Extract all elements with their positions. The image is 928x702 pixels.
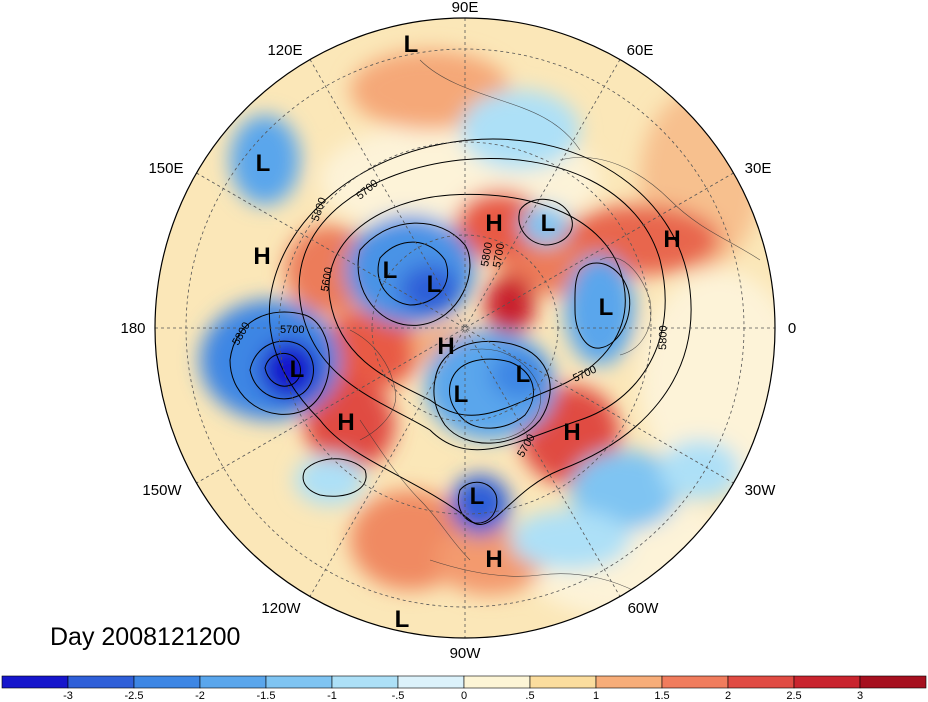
lon-label-0: 0: [788, 320, 796, 337]
height-contours: [229, 138, 692, 526]
high-center: H: [337, 409, 354, 436]
colorbar-tick-label: -1.5: [257, 690, 276, 702]
colorbar-tick-label: -1: [327, 690, 337, 702]
colorbar-tick-label: -2.5: [125, 690, 144, 702]
lon-label-150e: 150E: [148, 160, 183, 177]
low-center: L: [383, 257, 398, 284]
longitude-labels: 90E 60E 30E 0 30W 60W 90W 120W 150W 180 …: [120, 0, 796, 662]
graticule: [155, 18, 775, 638]
lon-label-90w: 90W: [450, 645, 482, 662]
contour-label: 5800: [479, 241, 495, 267]
low-center: L: [541, 210, 556, 237]
low-center: L: [599, 294, 614, 321]
colorbar-swatch: [463, 675, 531, 689]
low-center: L: [256, 150, 271, 177]
colorbar-swatch: [595, 675, 663, 689]
colorbar-tick-label: 0: [461, 690, 467, 702]
colorbar-swatch: [1, 675, 69, 689]
lon-label-60w: 60W: [628, 600, 660, 617]
low-center: L: [404, 31, 419, 58]
colorbar-swatch: [133, 675, 201, 689]
colorbar-tick-label: -3: [63, 690, 73, 702]
low-center: L: [516, 361, 531, 388]
high-center: H: [437, 333, 454, 360]
low-center: L: [427, 271, 442, 298]
contour-label: 5700: [280, 324, 304, 336]
lon-label-150w: 150W: [142, 482, 182, 499]
colorbar-tick-label: -2: [195, 690, 205, 702]
colorbar-swatch: [331, 675, 399, 689]
colorbar-tick-label: 3: [857, 690, 863, 702]
coastlines: [349, 59, 761, 601]
high-center: H: [485, 546, 502, 573]
map-title: Day 2008121200: [50, 623, 240, 651]
low-center: L: [395, 606, 410, 633]
colorbar-tick-label: 1.5: [654, 690, 669, 702]
contour-label: 5700: [491, 242, 507, 268]
lon-label-60e: 60E: [627, 42, 654, 59]
low-center: L: [454, 381, 469, 408]
colorbar-tick-label: 2: [725, 690, 731, 702]
colorbar-tick-label: .5: [525, 690, 534, 702]
colorbar-swatch: [397, 675, 465, 689]
lon-label-180: 180: [120, 320, 145, 337]
colorbar-swatch: [859, 675, 927, 689]
high-center: H: [253, 243, 270, 270]
lon-label-90e: 90E: [452, 0, 479, 16]
contour-label: 5800: [657, 325, 670, 350]
colorbar-tick-label: 2.5: [786, 690, 801, 702]
colorbar-swatch: [529, 675, 597, 689]
high-center: H: [663, 226, 680, 253]
contour-label: 5600: [319, 266, 335, 292]
lon-label-120e: 120E: [267, 42, 302, 59]
low-center: L: [290, 356, 305, 383]
high-center: H: [485, 210, 502, 237]
colorbar-swatch: [661, 675, 729, 689]
pressure-centers: L L H H L H L L L L H L L L H H L H L: [253, 31, 680, 633]
colorbar-swatch: [727, 675, 795, 689]
high-center: H: [563, 419, 580, 446]
colorbar-swatch: [199, 675, 267, 689]
lon-label-30e: 30E: [745, 160, 772, 177]
colorbar: -3 -2.5 -2 -1.5 -1 -.5 0 .5 1 1.5 2 2.5 3: [1, 675, 927, 702]
map-boundary: [154, 17, 776, 639]
colorbar-swatch: [793, 675, 861, 689]
lon-label-120w: 120W: [261, 600, 301, 617]
colorbar-swatch: [67, 675, 135, 689]
low-center: L: [470, 483, 485, 510]
colorbar-tick-label: 1: [593, 690, 599, 702]
lon-label-30w: 30W: [745, 482, 777, 499]
colorbar-tick-label: -.5: [392, 690, 405, 702]
colorbar-swatch: [265, 675, 333, 689]
